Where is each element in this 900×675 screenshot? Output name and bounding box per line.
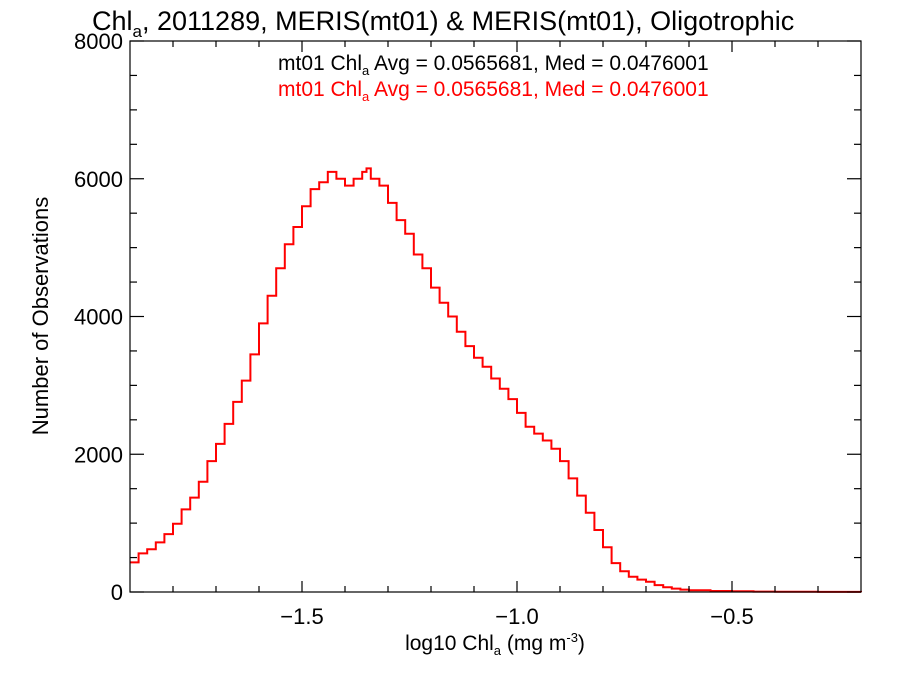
chart-title: Chla, 2011289, MERIS(mt01) & MERIS(mt01)… [92, 6, 794, 41]
y-tick-label: 6000 [74, 167, 123, 192]
y-tick-label: 0 [111, 580, 123, 605]
y-axis-ticks: 0 2000 4000 6000 8000 [74, 29, 861, 605]
legend-entry-black: mt01 Chla Avg = 0.0565681, Med = 0.04760… [278, 52, 709, 78]
plot-content [130, 167, 862, 593]
x-axis-label: log10 Chla (mg m-3) [405, 630, 585, 658]
x-tick-label: −1.0 [495, 604, 538, 629]
x-tick-label: −1.5 [280, 604, 323, 629]
x-axis-ticks: −1.5 −1.0 −0.5 [172, 41, 819, 629]
x-tick-label: −0.5 [710, 604, 753, 629]
y-tick-label: 4000 [74, 305, 123, 330]
plot-frame [129, 40, 862, 593]
y-tick-label: 8000 [74, 29, 123, 54]
histogram-series-0 [130, 167, 862, 593]
legend-entry-red: mt01 Chla Avg = 0.0565681, Med = 0.04760… [278, 78, 709, 104]
y-tick-label: 2000 [74, 442, 123, 467]
y-axis-label: Number of Observations [28, 197, 53, 435]
